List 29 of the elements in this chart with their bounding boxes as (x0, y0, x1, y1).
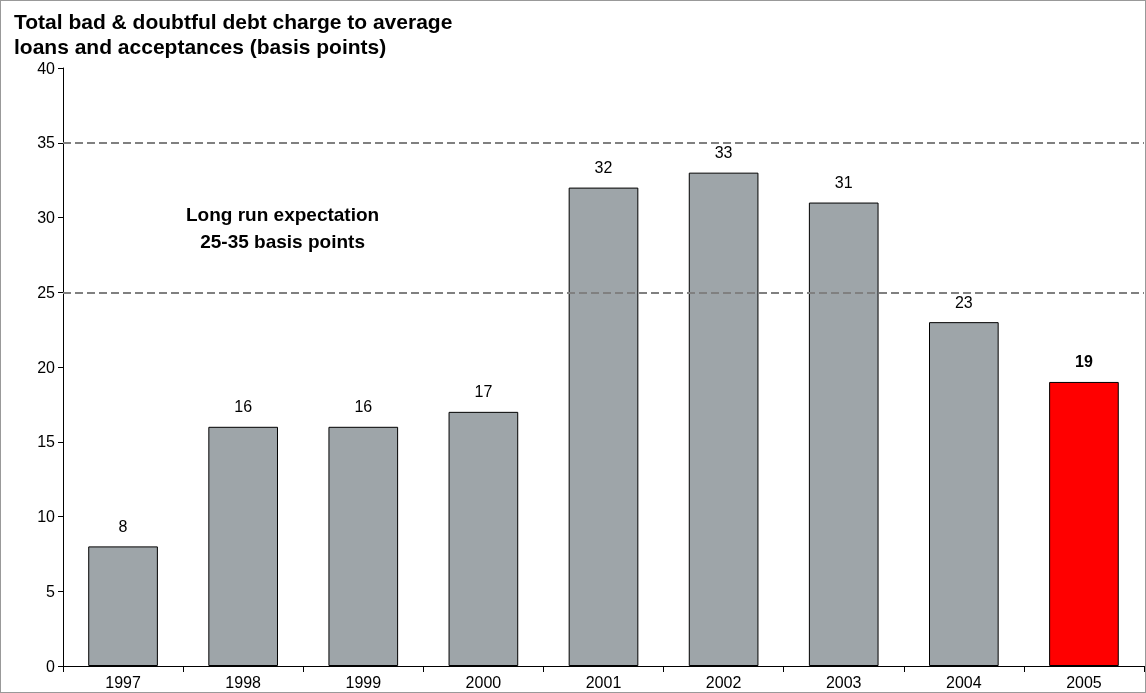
data-label: 33 (714, 144, 733, 162)
data-label: 16 (234, 398, 253, 416)
y-tick-label: 15 (37, 433, 56, 451)
y-tick-label: 0 (46, 657, 56, 675)
y-tick-label: 20 (37, 358, 56, 376)
x-tick-label: 2000 (465, 673, 502, 691)
x-tick-label: 2002 (705, 673, 742, 691)
x-tick-label: 1998 (225, 673, 262, 691)
data-label: 19 (1075, 353, 1093, 371)
data-label: 16 (354, 398, 373, 416)
x-tick-label: 2003 (825, 673, 862, 691)
x-tick-label: 2001 (585, 673, 622, 691)
y-tick-label: 10 (37, 508, 56, 525)
chart-title: Total bad & doubtful debt charge to average loans and acceptances (basis points) (14, 10, 453, 58)
y-tick-label: 25 (37, 283, 56, 301)
y-tick-label: 35 (37, 134, 56, 152)
x-tick-label: 1997 (105, 673, 141, 691)
y-tick-label: 30 (37, 209, 56, 226)
x-tick-label: 1999 (345, 673, 382, 691)
data-label: 32 (594, 159, 613, 177)
y-tick-label: 5 (46, 582, 56, 600)
data-label: 17 (474, 383, 493, 401)
data-label: 8 (118, 517, 128, 535)
x-tick-label: 2005 (1066, 673, 1102, 691)
x-tick-label: 2004 (946, 673, 982, 691)
data-label: 23 (954, 293, 973, 311)
y-tick-label: 40 (37, 59, 56, 77)
data-label: 31 (834, 174, 853, 192)
annotation: Long run expectation 25-35 basis points (185, 204, 380, 252)
